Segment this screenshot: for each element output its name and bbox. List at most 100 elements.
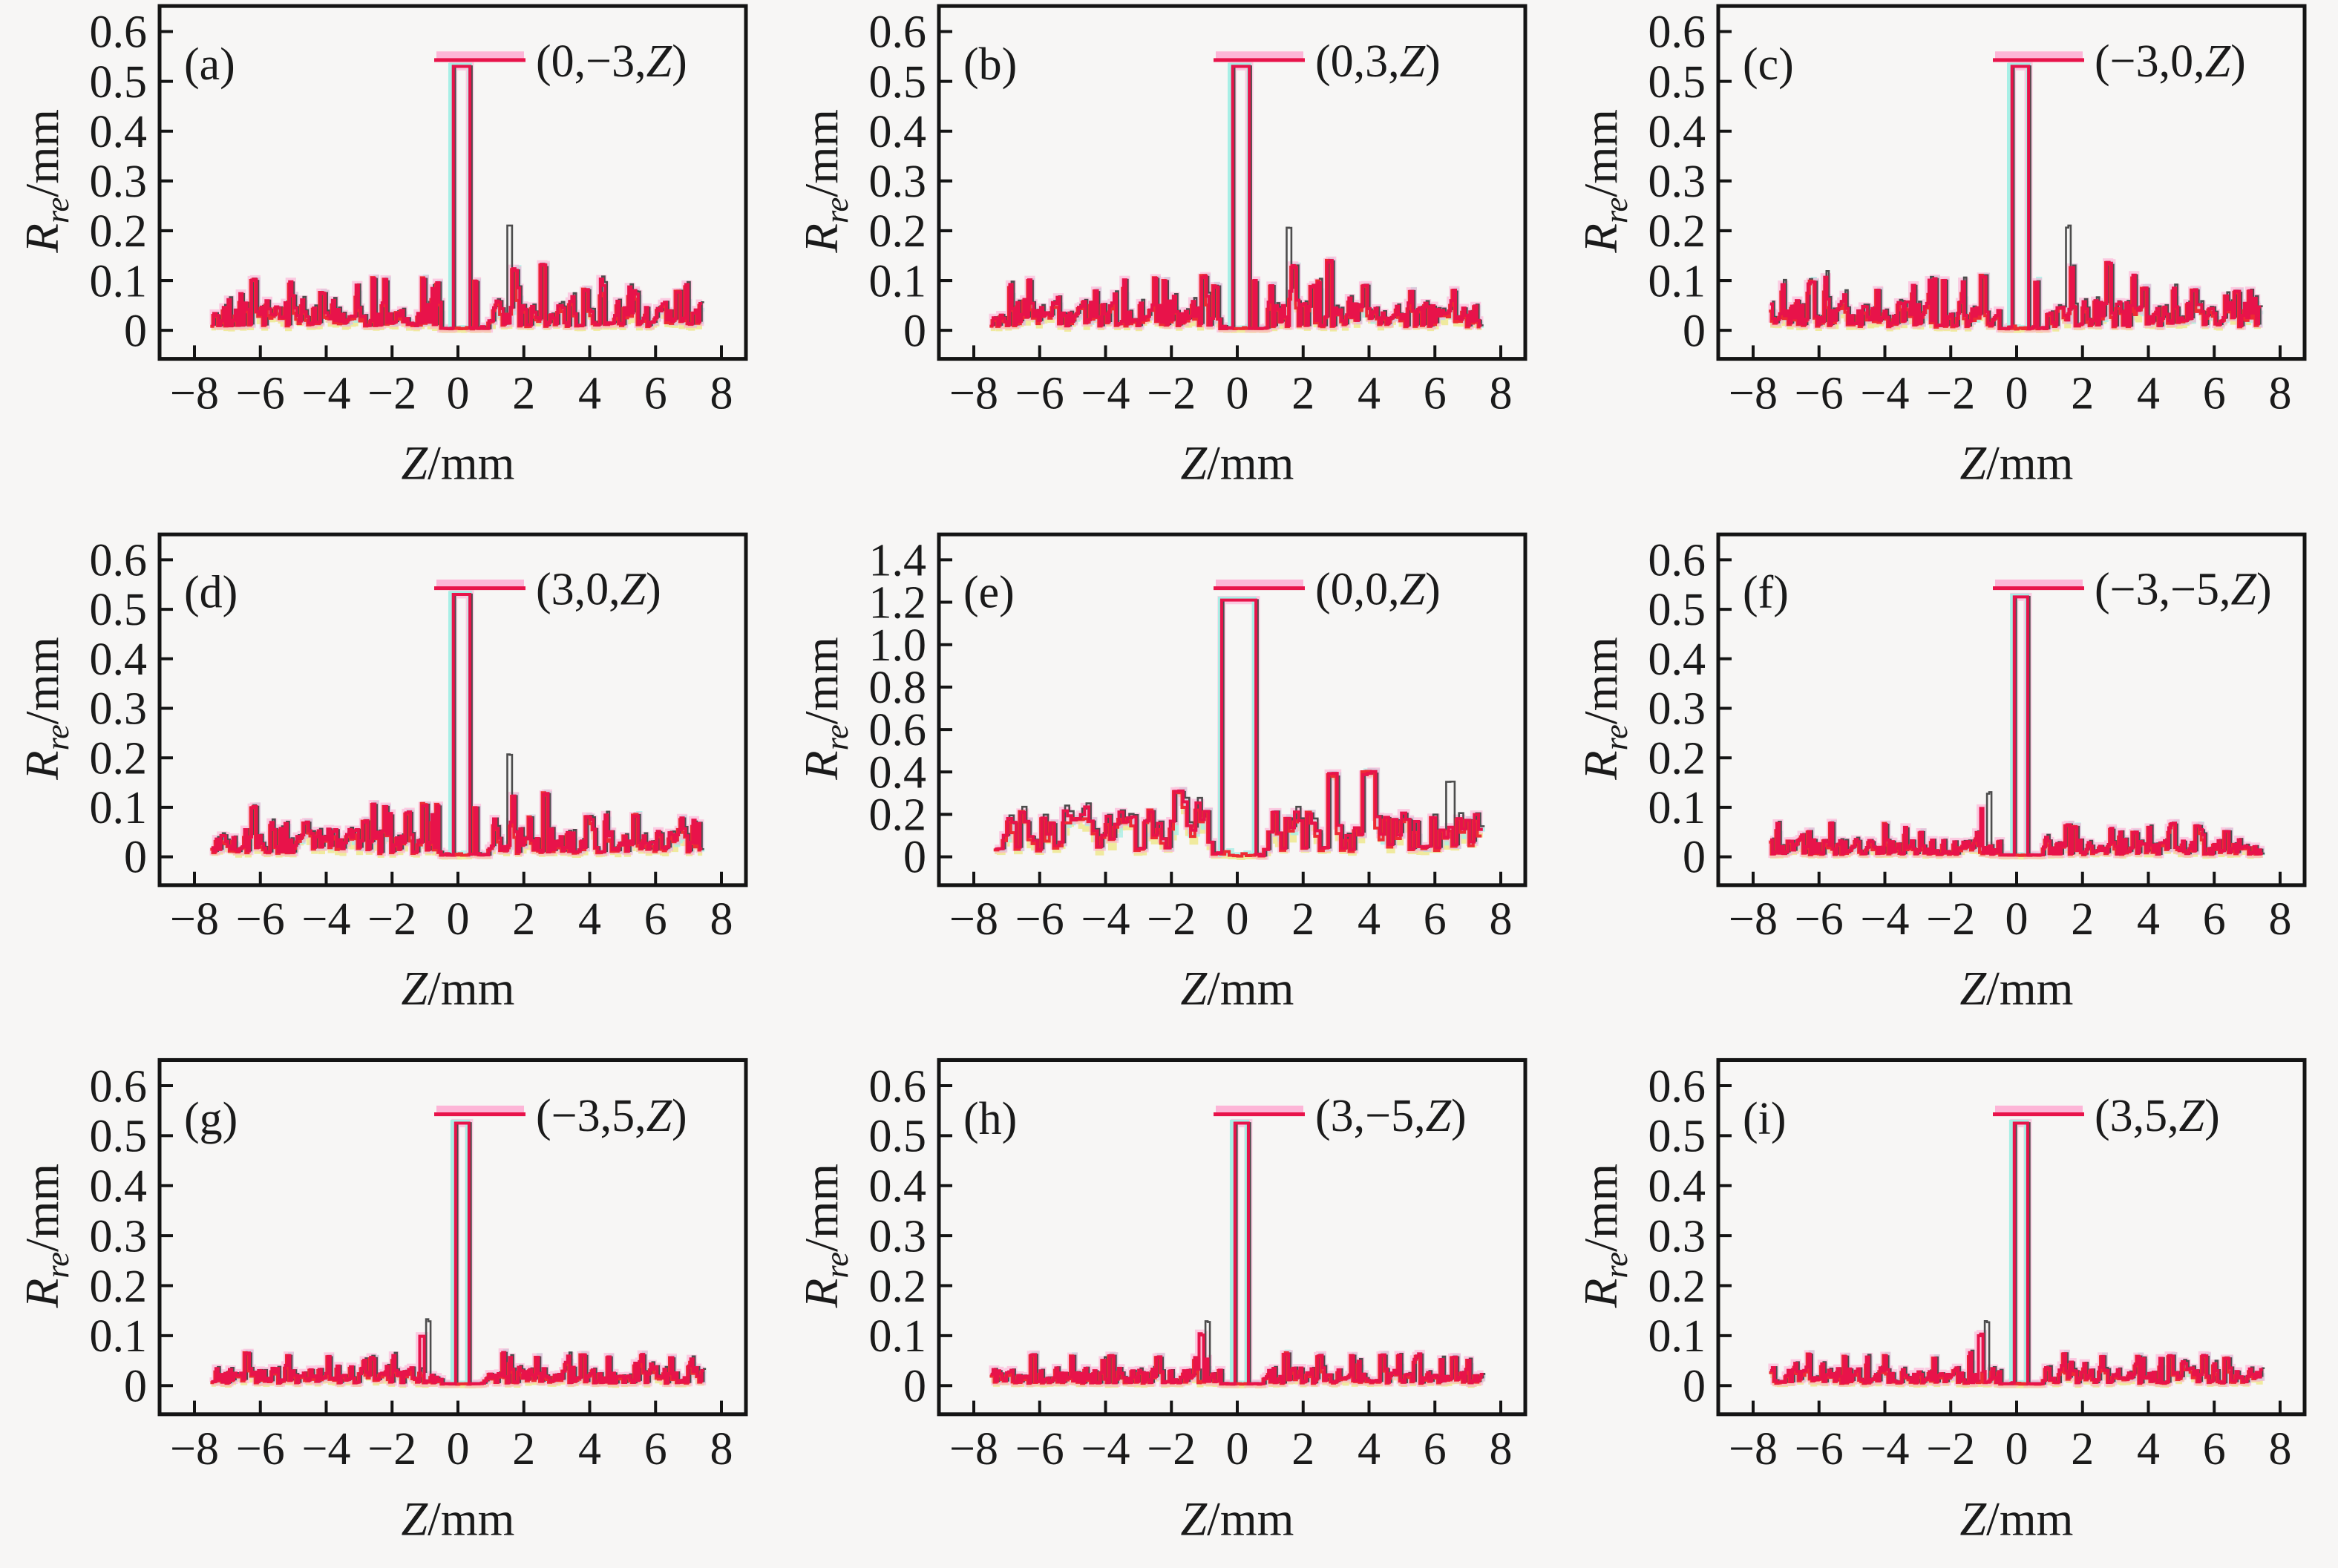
axes [1716,1057,2307,1417]
y-tick-label: 0.3 [1648,683,1706,734]
y-tick-label: 0.5 [869,1109,926,1162]
x-tick-label: −4 [1861,1422,1910,1474]
plot-frame [937,532,1527,888]
y-tick-label: 0.6 [1648,1060,1706,1112]
x-tick-label: 8 [710,894,733,945]
panel-letter: (h) [963,1092,1017,1145]
legend-label: (0,0,Z) [1315,565,1441,615]
y-tick-label: 0.6 [1648,535,1706,585]
panel-svg: −8 −6 −4 −2 0 2 4 6 800.10.20.30.40.50.6Z/mmRre/… [795,4,1527,490]
x-tick-label: −4 [1081,367,1130,419]
x-tick-label: −6 [1795,367,1844,419]
x-tick-label: 4 [578,894,601,945]
axes [1716,532,2307,888]
y-tick-label: 0.2 [1648,733,1706,784]
legend-label: (0,3,Z) [1315,36,1441,87]
panel-svg: −8 −6 −4 −2 0 2 4 6 800.10.20.30.40.50.6Z/mmRre/… [16,4,748,490]
x-tick-label: 2 [1291,1422,1314,1474]
x-tick-label: −4 [1081,894,1130,945]
y-tick-label: 0.4 [1648,634,1706,685]
y-tick-label: 0 [903,833,926,883]
x-tick-label: −6 [1795,1422,1844,1474]
x-tick-label: −8 [949,1422,998,1474]
y-tick-label: 0 [903,305,926,356]
trace-layer [989,1118,1486,1388]
trace-gray [1772,1122,2265,1385]
y-tick-label: 0.2 [1648,1259,1706,1312]
trace-gray [213,1122,707,1385]
x-tick-label: 4 [2137,1422,2160,1474]
x-axis-label: Z/mm [1181,436,1294,489]
panel-svg: −8 −6 −4 −2 0 2 4 6 800.10.20.30.40.50.6Z/mmRre/… [795,1057,1527,1546]
labels: −8 −6 −4 −2 0 2 4 6 800.10.20.30.40.50.6Z/mmRre/… [1574,535,2291,1014]
x-tick-label: −6 [236,1422,285,1474]
y-tick-label: 0.4 [869,1160,926,1213]
x-tick-label: −8 [1729,1422,1778,1474]
x-tick-label: 4 [578,1422,601,1474]
labels: −8 −6 −4 −2 0 2 4 6 800.20.40.60.81.01.21.4Z/mmR… [795,535,1512,1014]
x-tick-label: 0 [2005,367,2028,419]
axes [937,1057,1527,1417]
y-tick-label: 0.5 [90,1109,147,1162]
y-axis-label: Rre/mm [1574,637,1634,781]
y-axis-label: Rre/mm [16,109,76,254]
x-tick-label: 8 [710,367,733,419]
y-tick-label: 0.1 [90,255,147,306]
labels: −8 −6 −4 −2 0 2 4 6 800.10.20.30.40.50.6Z/mmRre/… [795,1060,1512,1546]
y-tick-label: 0.5 [869,56,926,108]
labels: −8 −6 −4 −2 0 2 4 6 800.10.20.30.40.50.6Z/mmRre/… [1574,1060,2291,1546]
y-tick-label: 0.2 [1648,206,1706,257]
x-tick-label: −6 [236,367,285,419]
x-tick-label: 2 [512,367,535,419]
y-axis-label: Rre/mm [16,1164,75,1308]
y-tick-label: 0.5 [1648,1109,1706,1162]
x-tick-label: −8 [170,367,219,419]
x-tick-label: 6 [2203,1422,2226,1474]
trace-pink-glow [989,62,1484,333]
subplot-a: −8 −6 −4 −2 0 2 4 6 8 0 0.1 0.2 0.3 0.4 0.5 0.6 Z/mm Rre/… [0,0,779,512]
panel-letter: (c) [1743,39,1794,90]
panel-letter: (f) [1743,568,1789,618]
x-tick-label: 4 [2137,894,2160,945]
y-tick-label: 0 [1683,305,1706,356]
legend-label: (3,0,Z) [536,565,661,615]
trace-layer [209,1118,707,1388]
trace-crimson [1769,65,2262,330]
subplot-d: −8 −6 −4 −2 0 2 4 6 8 0 0.1 0.2 0.3 0.4 0.5 0.6 Z/mm Rre/… [0,512,779,1037]
x-tick-label: 0 [1226,1422,1249,1474]
x-tick-label: 0 [1225,367,1248,419]
y-tick-label: 0.4 [90,1160,147,1213]
legend-label: (−3,5,Z) [536,1089,687,1142]
trace-layer [993,596,1485,860]
x-tick-label: −8 [1729,894,1778,945]
labels: −8 −6 −4 −2 0 2 4 6 800.10.20.30.40.50.6Z/mmRre/… [16,6,733,489]
x-tick-label: −4 [302,1422,351,1474]
y-tick-label: 0.4 [869,747,926,798]
x-axis-label: Z/mm [1960,1492,2074,1546]
x-tick-label: 0 [447,894,470,945]
y-tick-label: 0.3 [1648,1210,1706,1262]
y-tick-label: 0.6 [869,6,926,57]
x-tick-label: −4 [302,367,351,419]
subplot-g: −8 −6 −4 −2 0 2 4 6 8 0 0.1 0.2 0.3 0.4 0.5 0.6 Z/mm Rre/… [0,1037,779,1568]
panel-letter: (d) [184,568,238,618]
x-tick-label: −4 [1861,894,1910,945]
x-tick-label: 2 [2071,1422,2094,1474]
x-tick-label: 4 [578,367,601,419]
trace-crimson [990,65,1482,330]
y-tick-label: 0.3 [1648,156,1706,207]
y-tick-label: 0.2 [869,1259,926,1312]
trace-crimson [995,598,1483,858]
y-tick-label: 0.6 [90,535,147,585]
y-axis-label: Rre/mm [795,109,855,254]
y-tick-label: 0.8 [869,663,926,713]
panel-svg: −8 −6 −4 −2 0 2 4 6 800.10.20.30.40.50.6Z/mmRre/… [16,1057,748,1545]
x-tick-label: −8 [170,1422,219,1474]
x-axis-label: Z/mm [1960,962,2074,1015]
labels: −8 −6 −4 −2 0 2 4 6 800.10.20.30.40.50.6Z/mmRre/… [1574,6,2291,489]
x-tick-label: −2 [367,367,416,419]
x-tick-label: 8 [1490,894,1513,945]
y-tick-label: 0.6 [90,6,147,57]
x-tick-label: −4 [1861,367,1910,419]
y-tick-label: 0.5 [90,56,147,108]
